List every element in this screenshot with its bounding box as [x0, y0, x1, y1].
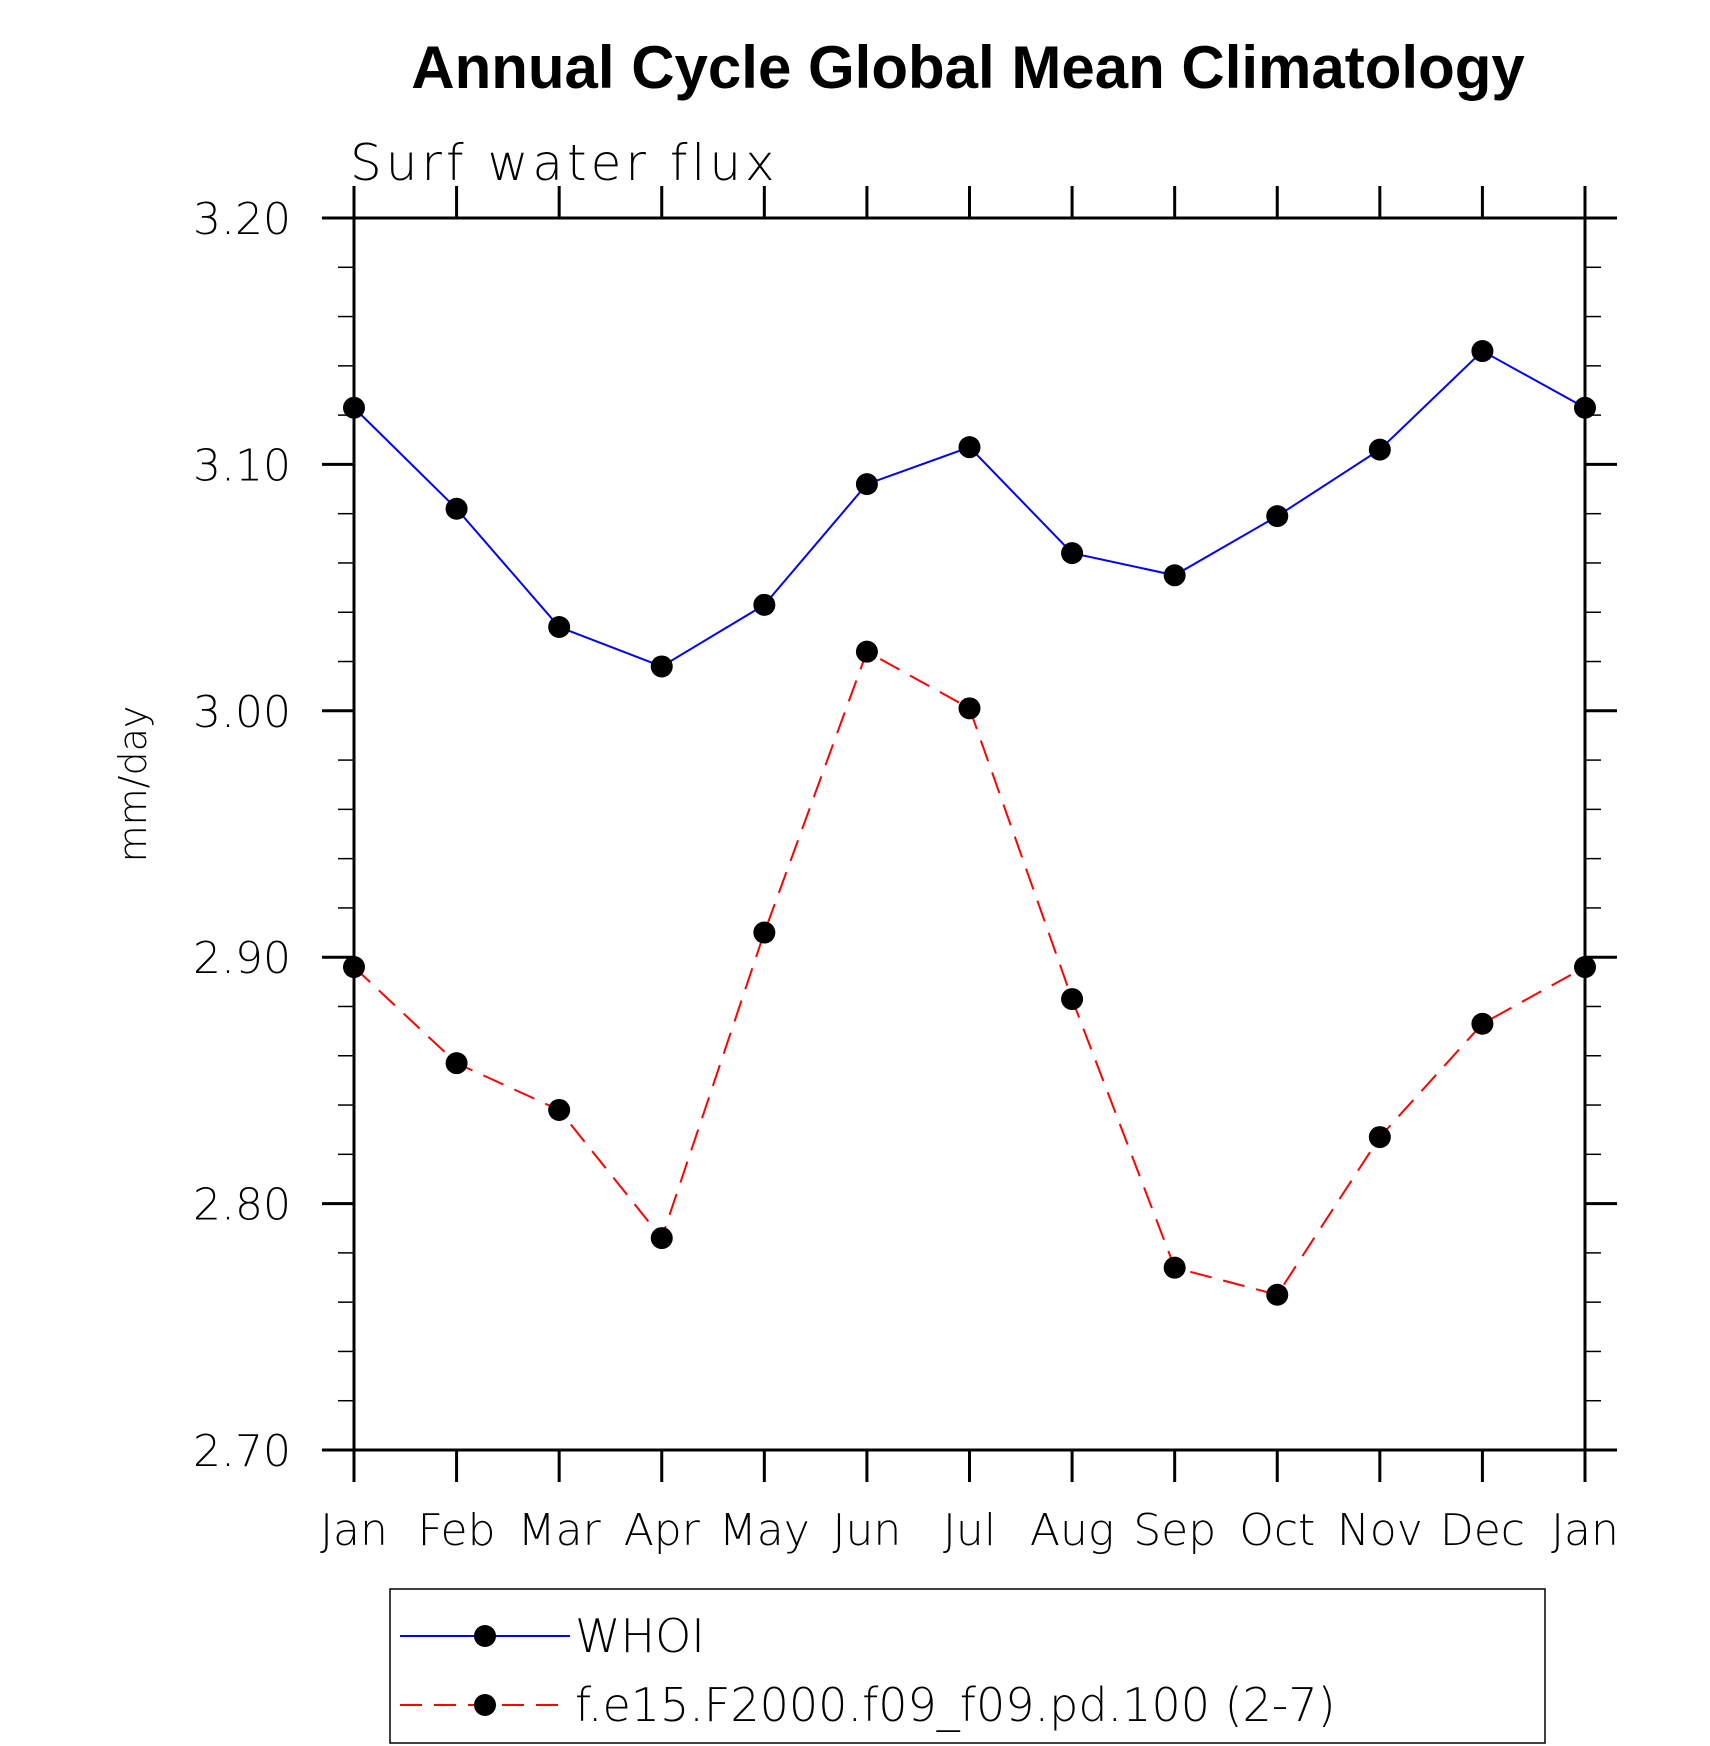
legend-marker-model	[474, 1694, 496, 1716]
x-tick-label: May	[719, 1505, 810, 1556]
plot-frame	[352, 216, 1587, 1452]
chart-subtitle: Surf water flux	[350, 134, 779, 192]
y-tick-label: 2.90	[193, 933, 291, 984]
data-point-series-1	[1163, 1256, 1186, 1279]
plot-area: Jan Feb Mar Apr May Jun Jul Aug Sep Oct Nov Dec Jan 2…	[193, 186, 1619, 1556]
legend-marker-whoi	[474, 1625, 496, 1647]
x-tick-label: Feb	[418, 1505, 496, 1556]
data-point-series-0	[548, 616, 571, 639]
legend-label-model: f.e15.F2000.f09_f09.pd.100 (2-7)	[575, 1678, 1336, 1732]
data-point-series-0	[1266, 505, 1289, 528]
x-tick-label: Sep	[1133, 1505, 1216, 1556]
data-point-series-1	[343, 956, 365, 979]
y-tick-label: 3.10	[193, 440, 291, 491]
legend-box	[389, 1588, 1546, 1744]
data-point-series-0	[958, 436, 981, 459]
x-tick-label: Aug	[1030, 1505, 1114, 1556]
data-point-series-0	[1163, 564, 1186, 587]
series-line-1	[353, 650, 1586, 1296]
data-point-series-0	[1574, 396, 1596, 419]
data-point-series-1	[855, 640, 878, 663]
legend: WHOI f.e15.F2000.f09_f09.pd.100 (2-7)	[389, 1588, 1546, 1744]
x-tick-label: Jul	[943, 1505, 996, 1556]
data-point-series-1	[1061, 988, 1084, 1011]
series-line-0	[353, 349, 1586, 668]
data-point-series-1	[650, 1227, 673, 1250]
data-point-series-1	[1574, 956, 1596, 979]
x-tick-label: Dec	[1440, 1505, 1525, 1556]
data-point-series-0	[343, 396, 365, 419]
data-point-series-1	[958, 697, 981, 720]
data-point-series-1	[1266, 1283, 1289, 1306]
data-point-series-0	[753, 593, 776, 616]
data-point-series-1	[548, 1098, 571, 1121]
x-tick-label: Jan	[320, 1505, 388, 1556]
y-tick-label: 2.80	[193, 1180, 291, 1231]
data-point-series-1	[1471, 1012, 1494, 1035]
chart-title: Annual Cycle Global Mean Climatology	[411, 34, 1525, 101]
x-tick-label: Nov	[1337, 1505, 1423, 1556]
y-tick-label: 3.00	[193, 687, 291, 738]
data-point-series-0	[1061, 542, 1084, 565]
y-tick-label: 3.20	[193, 194, 291, 245]
data-point-series-0	[1471, 340, 1494, 363]
data-point-series-0	[445, 497, 468, 520]
x-tick-label: Mar	[518, 1505, 602, 1556]
x-tick-label: Jan	[1551, 1505, 1619, 1556]
legend-label-whoi: WHOI	[575, 1609, 705, 1663]
data-point-series-0	[650, 655, 673, 678]
y-axis-label: mm/day	[111, 706, 155, 863]
x-tick-label: Jun	[833, 1505, 902, 1556]
y-tick-label: 2.70	[193, 1426, 291, 1477]
data-point-series-1	[1368, 1126, 1391, 1149]
data-point-series-0	[1368, 438, 1391, 461]
x-tick-label: Apr	[624, 1505, 701, 1556]
x-tick-label: Oct	[1239, 1505, 1315, 1556]
data-point-series-0	[855, 473, 878, 496]
data-point-series-1	[753, 921, 776, 944]
data-point-series-1	[445, 1052, 468, 1075]
